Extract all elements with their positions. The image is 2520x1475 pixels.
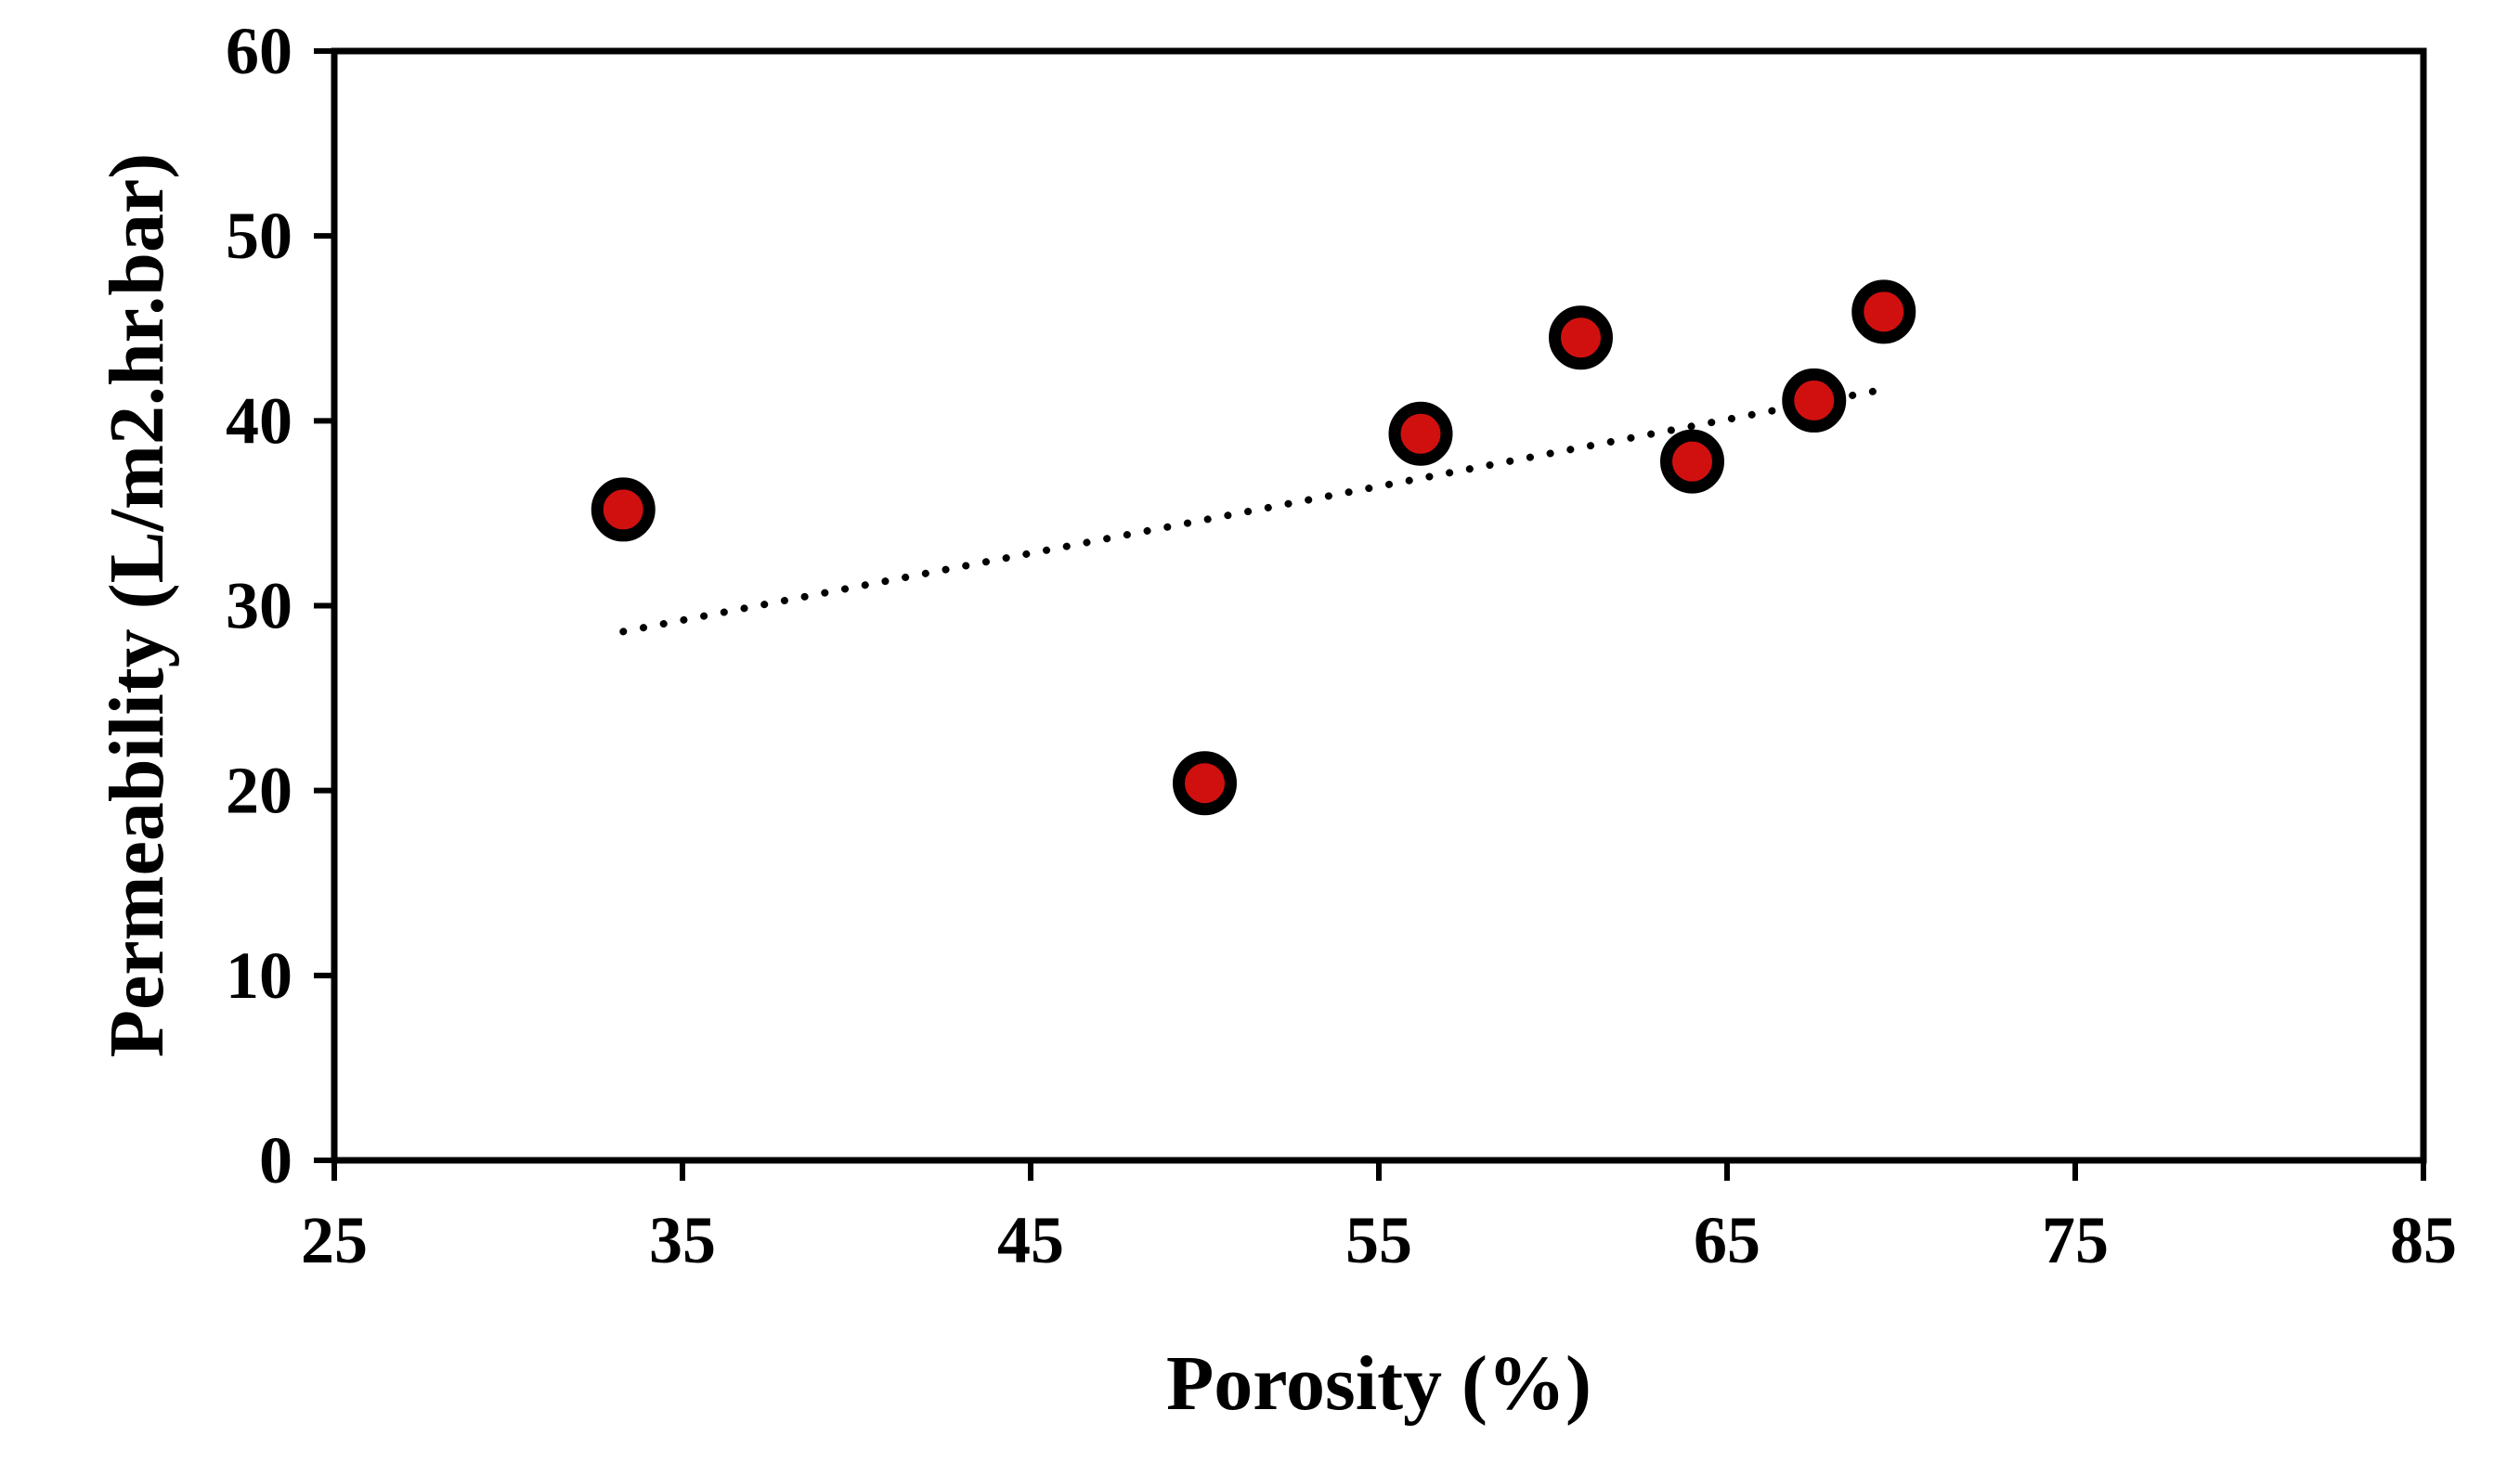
data-point xyxy=(1388,401,1453,466)
data-point xyxy=(1782,368,1847,433)
points-layer xyxy=(591,279,1916,816)
trendline-layer xyxy=(619,385,1888,636)
x-tick-label: 85 xyxy=(2390,1203,2457,1277)
y-axis-title: Permeability (L/m2.hr.bar) xyxy=(94,153,180,1057)
ticks-layer: 25 35 45 55 65 75 85 0 10 20 30 40 50 60 xyxy=(226,14,2457,1277)
x-tick-label: 75 xyxy=(2042,1203,2109,1277)
y-tick-label: 0 xyxy=(259,1123,292,1197)
x-tick-label: 65 xyxy=(1694,1203,1760,1277)
x-tick-label: 25 xyxy=(301,1203,368,1277)
y-tick-label: 20 xyxy=(226,754,292,828)
x-tick-label: 55 xyxy=(1345,1203,1412,1277)
y-tick-label: 10 xyxy=(226,938,292,1013)
y-tick-label: 40 xyxy=(226,383,292,458)
data-point xyxy=(1660,429,1724,494)
data-point xyxy=(591,477,656,542)
data-point xyxy=(1549,305,1613,370)
data-point xyxy=(1851,279,1916,344)
y-tick-label: 60 xyxy=(226,14,292,88)
data-point xyxy=(1173,751,1237,816)
x-axis-title: Porosity (%) xyxy=(1166,1340,1591,1427)
x-tick-label: 45 xyxy=(997,1203,1064,1277)
trendline xyxy=(619,385,1888,636)
y-tick-label: 30 xyxy=(226,569,292,643)
plot-area xyxy=(331,47,2427,1164)
x-tick-label: 35 xyxy=(649,1203,716,1277)
y-tick-label: 50 xyxy=(226,199,292,273)
